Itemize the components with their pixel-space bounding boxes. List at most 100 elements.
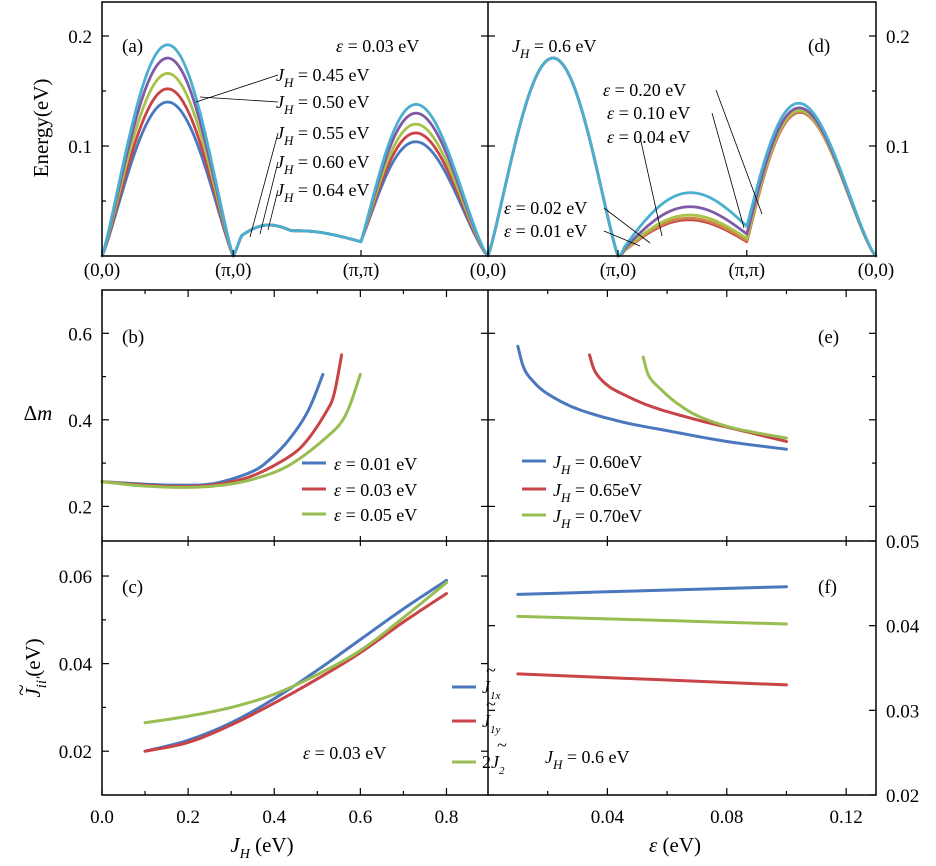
leader-line <box>267 189 279 231</box>
text-span: J <box>276 123 285 143</box>
y-tick-label: 0.1 <box>886 137 910 158</box>
text-span: J <box>276 180 285 200</box>
text-span: H <box>283 190 294 205</box>
text-span: ε <box>334 454 342 474</box>
y-tick-label: 0.04 <box>886 617 920 638</box>
line-series-a-4 <box>100 43 490 258</box>
y-axis-title: Δm <box>24 401 53 425</box>
text-span: = 0.04 eV <box>614 127 690 147</box>
text-span: ε <box>649 833 658 857</box>
text-span: = 0.6 eV <box>562 747 629 767</box>
text-span: J <box>276 65 285 85</box>
panel-label-f: (f) <box>818 577 837 598</box>
panel-label-b: (b) <box>122 327 144 348</box>
text-span: = 0.01 eV <box>341 454 417 474</box>
legend-label-e-0: JH = 0.60eV <box>553 452 642 477</box>
text-span: = 0.05 eV <box>341 505 417 525</box>
y-axis-title: Jii'(eV) <box>21 638 50 697</box>
text-span: ε <box>504 221 512 241</box>
legend-label-c-1: J1y <box>482 711 501 736</box>
text-span: J <box>276 152 285 172</box>
legend-label-c-2: 2J2 <box>482 752 505 777</box>
legend-label-e-1: JH = 0.65eV <box>553 480 642 505</box>
leader-line <box>199 96 279 103</box>
x-axis-title: ε (eV) <box>649 833 701 857</box>
text-span: = 0.01 eV <box>511 221 587 241</box>
x-tick-label: (π,0) <box>215 260 252 281</box>
text-span: H <box>283 75 294 90</box>
text-span: = 0.20 eV <box>610 80 686 100</box>
text-span: (eV) <box>21 638 45 676</box>
text-span: = 0.60eV <box>570 452 642 472</box>
x-tick-label: 0.2 <box>176 807 200 828</box>
leader-line <box>249 132 279 238</box>
text-span: J <box>21 687 45 698</box>
line-series-f-2 <box>516 672 788 687</box>
leader-line <box>639 136 663 237</box>
x-tick-label: (0,0) <box>858 260 894 281</box>
text-span: = 0.60 eV <box>293 152 369 172</box>
x-tick-label: (π,π) <box>728 260 765 281</box>
line-series-e-2 <box>641 355 788 440</box>
text-span: = 0.50 eV <box>293 92 369 112</box>
text-span: J <box>482 711 491 731</box>
x-tick-label: 0.8 <box>435 807 459 828</box>
x-tick-label: (π,π) <box>343 260 380 281</box>
leader-line <box>715 89 763 215</box>
x-tick-label: 0.08 <box>710 807 743 828</box>
leader-line <box>195 74 279 103</box>
series-label-d-3: ε = 0.02 eV <box>504 198 587 218</box>
y-tick-label: 0.05 <box>886 532 919 553</box>
panel-frame-bottom <box>101 289 877 796</box>
text-span: J <box>276 92 285 112</box>
line-series-b-2 <box>100 372 362 489</box>
panel-label-e: (e) <box>818 327 839 348</box>
text-span: = 0.55 eV <box>293 123 369 143</box>
text-span: ε <box>336 36 344 56</box>
y-tick-label: 0.03 <box>886 701 919 722</box>
legend-label-e-2: JH = 0.70eV <box>553 506 642 531</box>
text-span: (eV) <box>250 833 294 857</box>
text-span: H <box>519 46 530 61</box>
y-tick-label: 0.2 <box>886 27 910 48</box>
text-span: = 0.02 eV <box>511 198 587 218</box>
text-span: H <box>560 516 571 531</box>
series-label-a-0: JH = 0.45 eV <box>276 65 370 90</box>
x-axis-title: JH (eV) <box>230 833 293 862</box>
annotation-eps: ε = 0.03 eV <box>303 743 386 763</box>
text-span: ε <box>607 127 615 147</box>
text-span: ε <box>334 505 342 525</box>
text-span: (eV) <box>657 833 701 857</box>
text-span: 1y <box>490 724 501 736</box>
text-span: H <box>283 133 294 148</box>
text-span: J <box>482 677 491 697</box>
tilde-mark: ~ <box>497 735 507 755</box>
text-span: J <box>512 36 521 56</box>
x-tick-label: (π,0) <box>600 260 637 281</box>
y-tick-label: 0.2 <box>68 27 92 48</box>
x-tick-label: 0.12 <box>830 807 863 828</box>
annotation-eps: ε = 0.03 eV <box>336 36 419 56</box>
y-tick-label: 0.02 <box>59 742 92 763</box>
leader-line <box>603 207 651 244</box>
text-span: ε <box>303 743 311 763</box>
line-series-f-1 <box>516 614 788 626</box>
legend-label-b-2: ε = 0.05 eV <box>334 505 417 525</box>
series-label-d-1: ε = 0.10 eV <box>607 103 690 123</box>
text-span: H <box>283 102 294 117</box>
text-span: m <box>37 401 52 425</box>
text-span: = 0.64 eV <box>293 180 369 200</box>
text-span: = 0.6 eV <box>529 36 596 56</box>
text-span: = 0.03 eV <box>341 480 417 500</box>
text-span: 2 <box>482 752 491 772</box>
annotation-jh: JH = 0.6 eV <box>545 747 630 772</box>
line-series-b-0 <box>100 372 325 487</box>
line-series-b-1 <box>100 353 344 488</box>
x-tick-label: (0,0) <box>84 260 120 281</box>
text-span: 2 <box>499 765 505 777</box>
y-axis-title: Energy(eV) <box>29 79 53 178</box>
x-tick-label: (0,0) <box>470 260 506 281</box>
annotation-jh: JH = 0.6 eV <box>512 36 597 61</box>
line-series-e-1 <box>587 353 788 443</box>
series-label-a-3: JH = 0.60 eV <box>276 152 370 177</box>
